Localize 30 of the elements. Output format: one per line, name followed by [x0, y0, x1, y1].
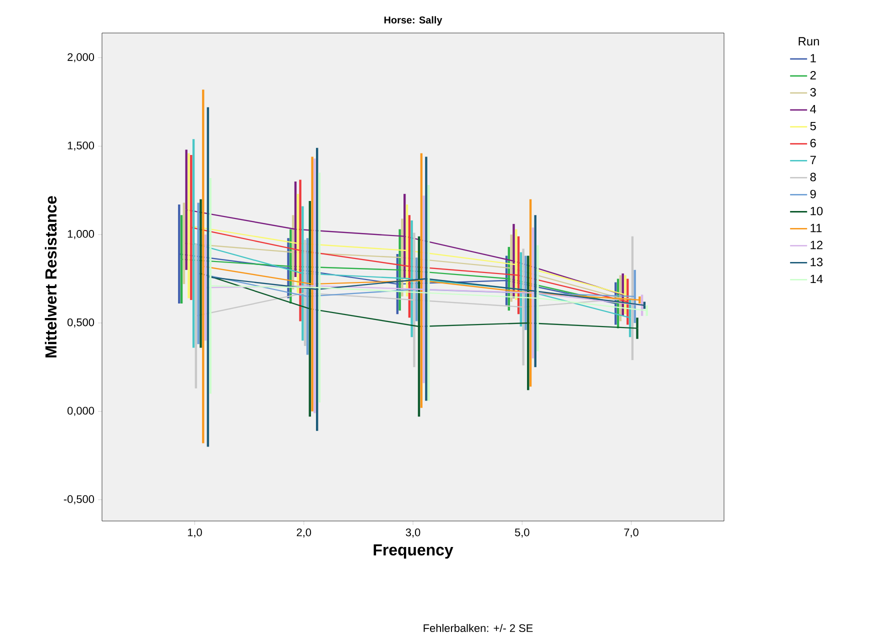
y-tick-label: 1,500 [68, 142, 94, 151]
x-tick-label: 3,0 [406, 528, 420, 538]
x-tick-label: 5,0 [514, 528, 530, 538]
legend-label: 6 [810, 138, 816, 148]
legend-label: 4 [810, 105, 816, 114]
legend-label: 11 [810, 224, 822, 232]
y-tick-label: 2,000 [68, 53, 94, 62]
legend-label: 7 [810, 156, 816, 164]
y-tick-label: 1,000 [68, 230, 94, 240]
legend-label: 1 [810, 54, 816, 62]
legend-label: 12 [810, 240, 822, 250]
y-tick-label: 0,500 [67, 318, 94, 328]
chart-title: Horse: Sally [384, 16, 442, 26]
legend-label: 2 [810, 70, 816, 80]
x-axis-title: Frequency [374, 544, 454, 559]
legend-label: 3 [810, 88, 816, 96]
legend-label: 10 [810, 206, 823, 216]
y-tick-label: 0,000 [67, 406, 94, 416]
text: Fehlerbalken: +/- 2 SE [424, 624, 533, 632]
x-tick-label: 1,0 [188, 528, 202, 538]
y-tick-label: -0,500 [64, 495, 94, 504]
legend-label: 13 [810, 258, 823, 266]
x-tick-label: 7,0 [624, 528, 638, 538]
legend-label: 14 [810, 274, 823, 284]
x-tick-label: 2,0 [296, 528, 312, 538]
legend-title: Run [798, 37, 819, 46]
legend-label: 8 [810, 172, 816, 182]
y-axis-title: Mittelwert Resistance [44, 196, 57, 358]
legend-label: 9 [810, 190, 816, 198]
legend-label: 5 [810, 122, 816, 130]
